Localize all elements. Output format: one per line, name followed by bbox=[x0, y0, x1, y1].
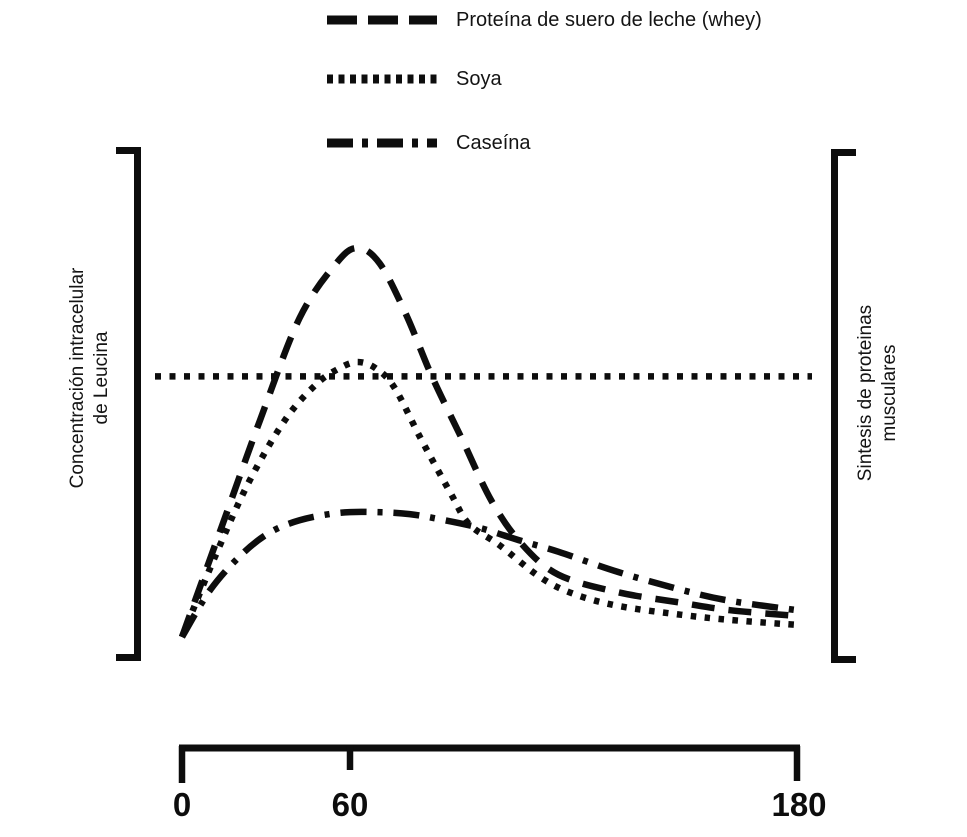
legend-label-soya: Soya bbox=[456, 68, 502, 90]
curve-whey bbox=[178, 244, 798, 639]
x-tick-label-0: 0 bbox=[172, 786, 192, 823]
legend-item-caseina: Caseína bbox=[326, 131, 531, 155]
legend-label-whey: Proteína de suero de leche (whey) bbox=[456, 9, 762, 31]
left-axis-bracket bbox=[116, 147, 141, 661]
x-tick-label-60: 60 bbox=[331, 786, 369, 823]
legend-item-soya: Soya bbox=[326, 67, 502, 91]
right-axis-bracket bbox=[831, 149, 856, 663]
curve-caseina bbox=[179, 508, 798, 639]
legend-label-caseina: Caseína bbox=[456, 132, 531, 154]
legend-item-whey: Proteína de suero de leche (whey) bbox=[326, 8, 762, 32]
caseina-dashdot-line-sample bbox=[327, 138, 437, 148]
x-tick-label-180: 180 bbox=[771, 786, 827, 823]
whey-dashed-line-sample bbox=[327, 15, 437, 25]
x-axis-ticks bbox=[178, 746, 801, 783]
